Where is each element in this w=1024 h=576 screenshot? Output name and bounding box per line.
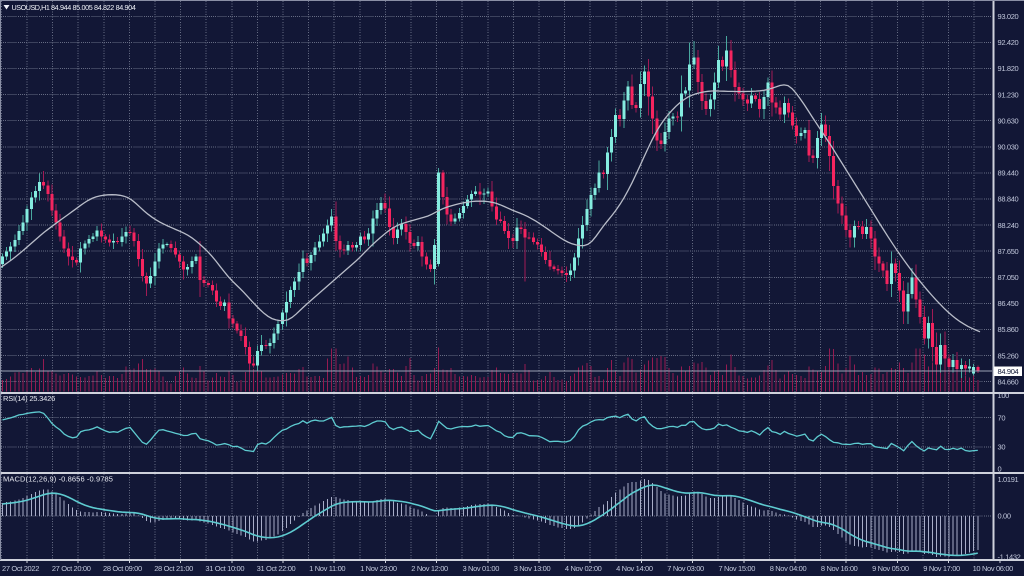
svg-text:10 Nov 06:00: 10 Nov 06:00 bbox=[973, 564, 1014, 573]
svg-text:7 Nov 15:00: 7 Nov 15:00 bbox=[718, 564, 755, 573]
svg-text:3 Nov 13:00: 3 Nov 13:00 bbox=[514, 564, 551, 573]
svg-text:89.440: 89.440 bbox=[998, 169, 1019, 178]
svg-text:87.650: 87.650 bbox=[998, 247, 1019, 256]
svg-text:85.860: 85.860 bbox=[998, 325, 1019, 334]
svg-text:9 Nov 17:00: 9 Nov 17:00 bbox=[923, 564, 960, 573]
svg-text:86.450: 86.450 bbox=[998, 299, 1019, 308]
svg-text:85.260: 85.260 bbox=[998, 351, 1019, 360]
svg-text:31 Oct 22:00: 31 Oct 22:00 bbox=[257, 564, 296, 573]
svg-text:8 Nov 16:00: 8 Nov 16:00 bbox=[821, 564, 858, 573]
svg-text:88.840: 88.840 bbox=[998, 195, 1019, 204]
svg-text:84.660: 84.660 bbox=[998, 377, 1019, 386]
svg-text:-1.1432: -1.1432 bbox=[998, 553, 1021, 562]
svg-text:27 Oct 2022: 27 Oct 2022 bbox=[2, 564, 39, 573]
svg-text:1 Nov 11:00: 1 Nov 11:00 bbox=[309, 564, 345, 573]
svg-text:3 Nov 01:00: 3 Nov 01:00 bbox=[462, 564, 499, 573]
svg-text:0: 0 bbox=[998, 465, 1002, 474]
svg-text:4 Nov 02:00: 4 Nov 02:00 bbox=[565, 564, 602, 573]
svg-text:USOUSD,H1: USOUSD,H1 bbox=[12, 3, 50, 12]
svg-text:30: 30 bbox=[998, 443, 1006, 452]
svg-text:90.630: 90.630 bbox=[998, 116, 1019, 125]
svg-text:91.820: 91.820 bbox=[998, 64, 1019, 73]
svg-text:0.00: 0.00 bbox=[998, 512, 1011, 521]
svg-text:84.904: 84.904 bbox=[998, 367, 1019, 376]
svg-text:70: 70 bbox=[998, 413, 1006, 422]
svg-text:8 Nov 04:00: 8 Nov 04:00 bbox=[770, 564, 807, 573]
svg-text:2 Nov 12:00: 2 Nov 12:00 bbox=[411, 564, 448, 573]
svg-text:1 Nov 23:00: 1 Nov 23:00 bbox=[360, 564, 397, 573]
svg-text:100: 100 bbox=[998, 391, 1010, 400]
svg-text:4 Nov 14:00: 4 Nov 14:00 bbox=[616, 564, 653, 573]
svg-text:91.230: 91.230 bbox=[998, 90, 1019, 99]
svg-text:93.020: 93.020 bbox=[998, 12, 1019, 21]
svg-text:88.240: 88.240 bbox=[998, 221, 1019, 230]
svg-text:RSI(14) 25.3426: RSI(14) 25.3426 bbox=[3, 394, 55, 403]
svg-text:9 Nov 05:00: 9 Nov 05:00 bbox=[872, 564, 909, 573]
svg-text:84.944 85.005 84.822 84.904: 84.944 85.005 84.822 84.904 bbox=[51, 3, 136, 12]
svg-text:87.050: 87.050 bbox=[998, 273, 1019, 282]
svg-text:MACD(12,26,9) -0.8656 -0.9785: MACD(12,26,9) -0.8656 -0.9785 bbox=[3, 475, 113, 484]
svg-text:28 Oct 09:00: 28 Oct 09:00 bbox=[103, 564, 142, 573]
svg-text:27 Oct 20:00: 27 Oct 20:00 bbox=[52, 564, 91, 573]
svg-text:90.030: 90.030 bbox=[998, 143, 1019, 152]
svg-text:31 Oct 10:00: 31 Oct 10:00 bbox=[205, 564, 244, 573]
svg-text:92.420: 92.420 bbox=[998, 38, 1019, 47]
svg-text:7 Nov 03:00: 7 Nov 03:00 bbox=[667, 564, 704, 573]
svg-text:28 Oct 21:00: 28 Oct 21:00 bbox=[154, 564, 193, 573]
svg-text:1.0191: 1.0191 bbox=[998, 475, 1019, 484]
